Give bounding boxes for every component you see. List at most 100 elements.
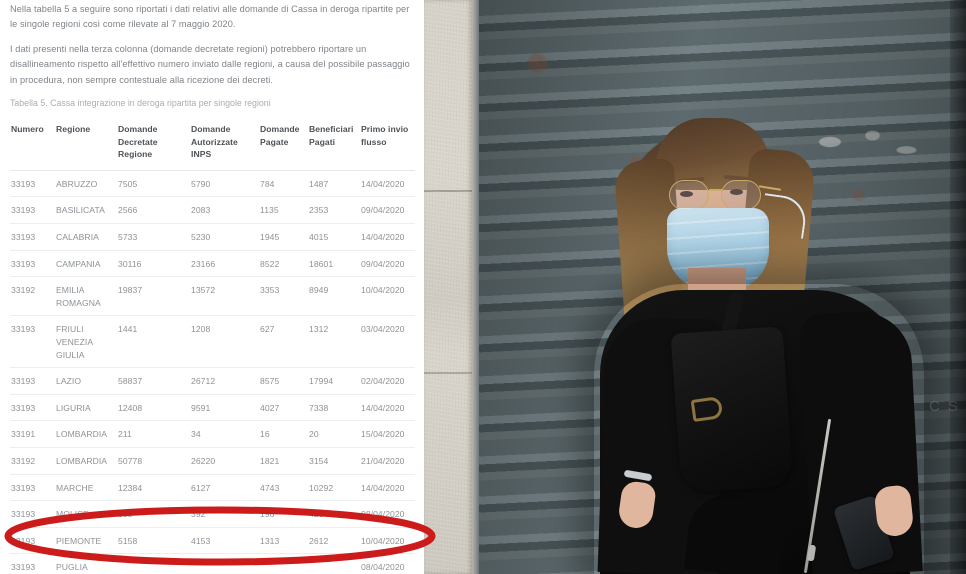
photo-edge-vignette	[950, 0, 966, 574]
cell-autorizzate: 392	[190, 500, 259, 528]
table-row: 33193 PIEMONTE 5158 4153 1313 2612 10/04…	[10, 527, 415, 555]
glasses-bridge	[709, 189, 723, 191]
document-panel[interactable]: Nella tabella 5 a seguire sono riportati…	[0, 0, 424, 574]
cell-flusso: 14/04/2020	[360, 170, 415, 198]
pillar-texture	[424, 0, 472, 574]
table-row: 33191 LOMBARDIA 211 34 16 20 15/04/2020	[10, 420, 415, 448]
cell-pagate: 1821	[259, 447, 308, 475]
cell-flusso: 09/04/2020	[360, 196, 415, 224]
table-row: 33193 BASILICATA 2566 2083 1135 2353 09/…	[10, 196, 415, 224]
cell-decretate: 58837	[117, 367, 190, 395]
cell-numero: 33193	[10, 500, 55, 528]
cell-regione: LIGURIA	[55, 394, 117, 422]
cell-autorizzate: 9591	[190, 394, 259, 422]
cell-beneficiari: 17994	[308, 367, 360, 395]
cell-decretate: 12384	[117, 474, 190, 502]
cell-decretate: 1441	[117, 315, 190, 369]
cell-beneficiari: 7338	[308, 394, 360, 422]
concrete-pillar	[424, 0, 472, 574]
cell-beneficiari: 2353	[308, 196, 360, 224]
cell-regione: PUGLIA	[55, 553, 117, 574]
table-row-puglia: 33193 PUGLIA 08/04/2020	[10, 553, 415, 574]
table-header-row: Numero Regione Domande Decretate Regione…	[10, 120, 415, 171]
cell-decretate: 7505	[117, 170, 190, 198]
cell-beneficiari: 4015	[308, 223, 360, 251]
cell-decretate: 12408	[117, 394, 190, 422]
cell-regione: FRIULI VENEZIA GIULIA	[55, 315, 117, 369]
cell-beneficiari: 8949	[308, 276, 360, 317]
cell-regione: EMILIA ROMAGNA	[55, 276, 117, 317]
table-row: 33193 ABRUZZO 7505 5790 784 1487 14/04/2…	[10, 170, 415, 198]
cell-beneficiari: 10292	[308, 474, 360, 502]
cell-numero: 33193	[10, 553, 55, 574]
table-row: 33193 CAMPANIA 30116 23166 8522 18601 09…	[10, 250, 415, 278]
cell-beneficiari: 1312	[308, 315, 360, 369]
cell-flusso: 21/04/2020	[360, 447, 415, 475]
column-header-domande-autorizzate-inps[interactable]: Domande Autorizzate INPS	[190, 120, 259, 171]
cell-numero: 33193	[10, 223, 55, 251]
cell-beneficiari: 2612	[308, 527, 360, 555]
cell-regione: CALABRIA	[55, 223, 117, 251]
cell-pagate: 8522	[259, 250, 308, 278]
document-paragraph-2: I dati presenti nella terza colonna (dom…	[10, 43, 410, 85]
cell-flusso: 08/04/2020	[360, 500, 415, 528]
cell-decretate	[117, 553, 190, 574]
cell-pagate: 4027	[259, 394, 308, 422]
cell-flusso: 14/04/2020	[360, 394, 415, 422]
cell-autorizzate: 2083	[190, 196, 259, 224]
cell-pagate: 3353	[259, 276, 308, 317]
cell-flusso: 15/04/2020	[360, 420, 415, 448]
cassa-integrazione-table: Numero Regione Domande Decretate Regione…	[10, 120, 415, 574]
cell-decretate: 50778	[117, 447, 190, 475]
table-row: 33193 FRIULI VENEZIA GIULIA 1441 1208 62…	[10, 315, 415, 369]
cell-regione: PIEMONTE	[55, 527, 117, 555]
cell-flusso: 02/04/2020	[360, 367, 415, 395]
cell-numero: 33193	[10, 196, 55, 224]
cell-pagate: 627	[259, 315, 308, 369]
cell-beneficiari: 18601	[308, 250, 360, 278]
cell-regione: LAZIO	[55, 367, 117, 395]
wall-seam	[472, 0, 479, 574]
cell-numero: 33193	[10, 250, 55, 278]
cell-numero: 33193	[10, 527, 55, 555]
cell-autorizzate: 13572	[190, 276, 259, 317]
cell-numero: 33193	[10, 474, 55, 502]
table-row: 33192 EMILIA ROMAGNA 19837 13572 3353 89…	[10, 276, 415, 317]
cell-pagate: 8575	[259, 367, 308, 395]
cell-regione: CAMPANIA	[55, 250, 117, 278]
cell-numero: 33193	[10, 394, 55, 422]
cell-pagate	[259, 553, 308, 574]
column-header-domande-decretate-regione[interactable]: Domande Decretate Regione	[117, 120, 190, 171]
cell-pagate: 784	[259, 170, 308, 198]
masked-woman-subject	[424, 0, 966, 574]
cell-pagate: 1945	[259, 223, 308, 251]
cell-pagate: 1313	[259, 527, 308, 555]
table-body: 33193 ABRUZZO 7505 5790 784 1487 14/04/2…	[10, 170, 415, 574]
cell-flusso: 14/04/2020	[360, 223, 415, 251]
column-header-domande-pagate[interactable]: Domande Pagate	[259, 120, 308, 171]
table-row: 33193 MARCHE 12384 6127 4743 10292 14/04…	[10, 474, 415, 502]
cell-decretate: 503	[117, 500, 190, 528]
cell-regione: MARCHE	[55, 474, 117, 502]
column-header-numero[interactable]: Numero	[10, 120, 55, 171]
column-header-regione[interactable]: Regione	[55, 120, 117, 171]
cell-flusso: 09/04/2020	[360, 250, 415, 278]
table-row: 33193 LIGURIA 12408 9591 4027 7338 14/04…	[10, 394, 415, 422]
cell-numero: 33192	[10, 276, 55, 317]
cell-decretate: 30116	[117, 250, 190, 278]
cell-numero: 33193	[10, 367, 55, 395]
cell-pagate: 16	[259, 420, 308, 448]
table-row: 33193 LAZIO 58837 26712 8575 17994 02/04…	[10, 367, 415, 395]
cell-flusso: 10/04/2020	[360, 527, 415, 555]
cell-numero: 33192	[10, 447, 55, 475]
cell-autorizzate: 5230	[190, 223, 259, 251]
eyeglasses-icon	[667, 180, 781, 210]
cell-autorizzate: 1208	[190, 315, 259, 369]
cell-flusso: 03/04/2020	[360, 315, 415, 369]
cell-beneficiari: 3154	[308, 447, 360, 475]
column-header-primo-invio-flusso[interactable]: Primo invio flusso	[360, 120, 415, 171]
cell-autorizzate: 6127	[190, 474, 259, 502]
column-header-beneficiari-pagati[interactable]: Beneficiari Pagati	[308, 120, 360, 171]
cell-regione: ABRUZZO	[55, 170, 117, 198]
